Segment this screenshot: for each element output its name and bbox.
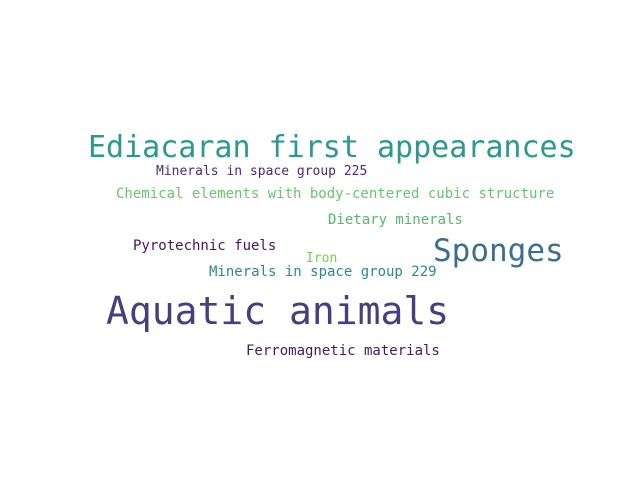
word-ferromagnetic-materials: Ferromagnetic materials xyxy=(246,343,440,359)
word-sponges: Sponges xyxy=(433,233,564,269)
word-aquatic-animals: Aquatic animals xyxy=(106,289,450,333)
word-iron: Iron xyxy=(306,251,338,266)
word-minerals-in-space-group-225: Minerals in space group 225 xyxy=(156,164,368,179)
word-pyrotechnic-fuels: Pyrotechnic fuels xyxy=(133,238,277,254)
word-minerals-in-space-group-229: Minerals in space group 229 xyxy=(209,264,437,280)
word-dietary-minerals: Dietary minerals xyxy=(328,212,463,228)
word-ediacaran-first-appearances: Ediacaran first appearances xyxy=(88,130,576,165)
word-chemical-elements-bcc: Chemical elements with body-centered cub… xyxy=(116,186,555,202)
